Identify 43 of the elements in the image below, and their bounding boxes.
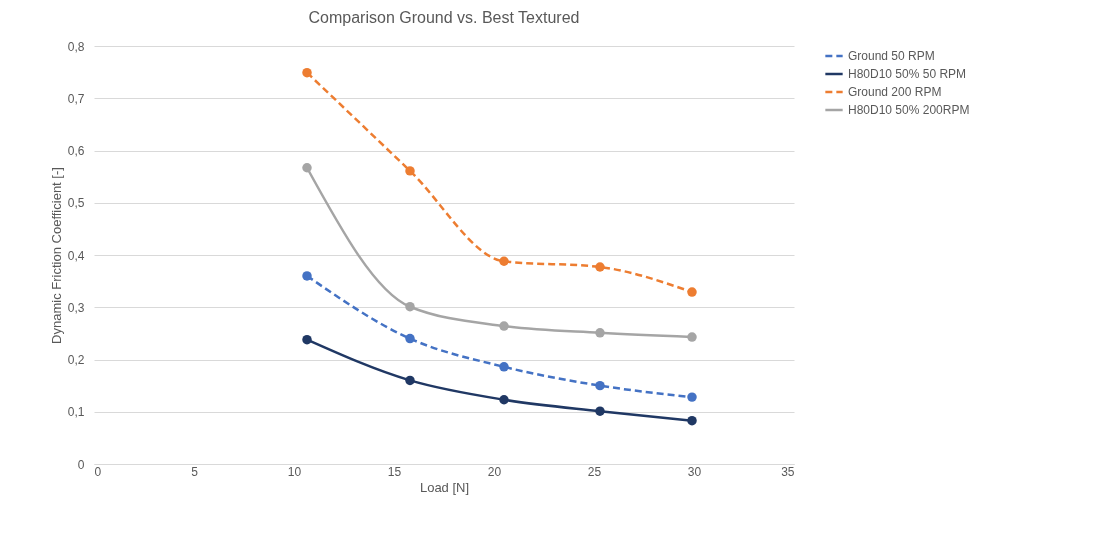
legend-label: Ground 50 RPM <box>848 49 935 63</box>
y-tick-label: 0,7 <box>67 91 85 106</box>
x-tick-label: 25 <box>587 464 602 479</box>
y-tick-label: 0,2 <box>67 353 85 367</box>
y-tick-label: 0,6 <box>67 144 85 158</box>
x-tick-label: 10 <box>287 464 302 479</box>
point <box>687 287 697 297</box>
legend-label: H80D10 50% 200RPM <box>848 103 970 117</box>
point <box>499 321 509 331</box>
point <box>595 328 605 338</box>
point <box>595 262 605 272</box>
point <box>405 166 415 176</box>
point <box>687 332 697 342</box>
point <box>499 362 509 372</box>
y-axis-title: Dynamic Friction Coefficient [-] <box>48 167 64 344</box>
point <box>405 333 415 344</box>
x-tick-label: 20 <box>487 464 502 479</box>
x-axis-title: Load [N] <box>419 479 470 495</box>
point <box>687 392 697 402</box>
legend-label: H80D10 50% 50 RPM <box>848 67 967 81</box>
point <box>302 163 312 173</box>
x-tick-label: 15 <box>387 464 402 479</box>
point <box>302 271 312 281</box>
x-tick-label: 5 <box>191 464 199 479</box>
x-tick-label: 30 <box>687 464 702 479</box>
y-tick-label: 0,5 <box>67 196 85 211</box>
x-tick-label: 35 <box>781 464 795 479</box>
point <box>405 301 415 312</box>
chart-title: Comparison Ground vs. Best Textured <box>308 9 580 26</box>
point <box>499 256 509 266</box>
point <box>595 380 605 391</box>
point <box>687 415 697 426</box>
point <box>302 67 312 78</box>
x-tick-label: 0 <box>94 464 102 479</box>
point <box>302 334 312 345</box>
point <box>405 375 415 386</box>
legend-label: Ground 200 RPM <box>848 85 942 99</box>
y-tick-label: 0,8 <box>67 39 85 54</box>
y-tick-label: 0,1 <box>67 405 85 420</box>
y-tick-label: 0,3 <box>67 300 85 315</box>
y-tick-label: 0,4 <box>67 248 85 263</box>
point <box>499 395 509 405</box>
point <box>595 406 605 416</box>
